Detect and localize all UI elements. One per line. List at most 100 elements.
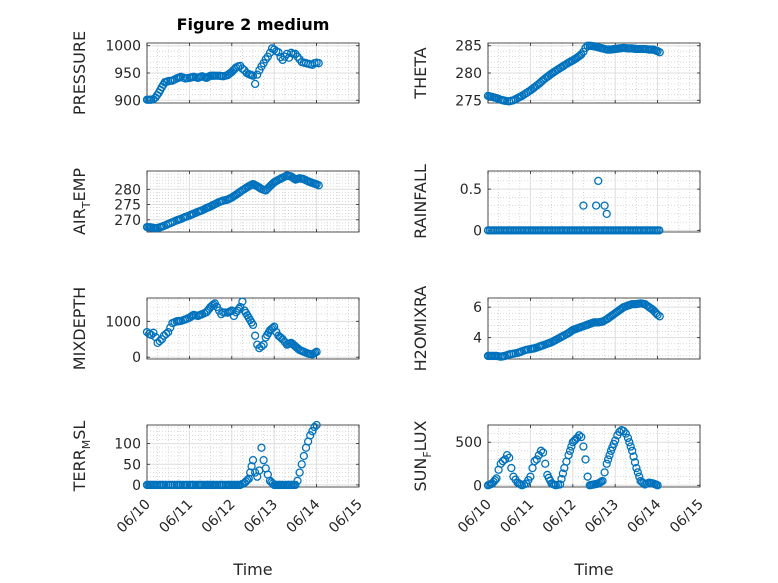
data-point: [270, 322, 279, 331]
data-point: [517, 91, 527, 101]
y-tick-label: 4: [473, 331, 482, 347]
data-point: [147, 330, 156, 340]
data-point: [295, 468, 304, 477]
data-point: [308, 427, 317, 436]
axes-frame: [146, 170, 360, 233]
data-point: [555, 480, 565, 489]
data-point: [500, 455, 510, 464]
data-point: [611, 436, 620, 445]
y-tick-label: 275: [455, 93, 482, 109]
y-axis-label: MIXDEPTH: [70, 287, 89, 370]
y-axis-label: TERRMSL: [70, 421, 93, 493]
data-point: [653, 310, 662, 319]
data-point: [541, 459, 550, 468]
x-tick-label: 06/14: [284, 496, 324, 536]
y-tick-label: 0: [132, 350, 141, 366]
data-point: [306, 431, 315, 440]
data-point: [312, 420, 321, 430]
data-point: [502, 450, 512, 460]
data-point: [293, 476, 302, 485]
subplot-8: 0 500 06/10 06/11 06/12 06/13 06/14 06/15 SUNFLU…: [411, 420, 707, 579]
data-point: [164, 327, 173, 337]
x-tick-label: 06/12: [540, 497, 580, 537]
y-axis-label-subscript: M: [80, 440, 93, 450]
y-axis-label: THETA: [411, 47, 430, 99]
data-point: [250, 79, 260, 89]
x-tick-label: 06/14: [625, 496, 665, 536]
y-axis-label-subscript: F: [421, 451, 434, 457]
data-point: [577, 432, 586, 442]
data-point: [600, 468, 609, 477]
data-point: [565, 446, 575, 455]
x-tick-label: 06/15: [326, 497, 366, 537]
x-tick-label: 06/11: [156, 497, 196, 537]
data-point: [572, 433, 582, 443]
data-point: [297, 460, 306, 469]
y-tick-label: 1000: [105, 314, 141, 330]
y-tick-label: 280: [455, 66, 482, 82]
y-tick-label: 500: [455, 435, 482, 451]
y-axis-label: RAINFALL: [411, 164, 430, 239]
y-axis-label-rest: EMP: [70, 168, 89, 202]
data-point: [623, 433, 633, 443]
data-point: [236, 187, 245, 196]
data-point: [155, 336, 164, 346]
x-tick-label: 06/12: [199, 497, 239, 537]
x-tick-label: 06/10: [114, 497, 154, 537]
data-point: [270, 45, 279, 54]
series-markers: [142, 420, 321, 490]
y-axis-label-main: SUN: [411, 458, 430, 492]
axes-frame: [487, 297, 701, 360]
x-tick-label: 06/13: [241, 497, 281, 537]
x-tick-label: 06/15: [667, 497, 707, 537]
data-point: [551, 66, 560, 75]
data-point: [492, 474, 501, 483]
data-point: [312, 347, 321, 356]
series-markers: [483, 299, 664, 361]
data-point: [602, 209, 611, 219]
data-point: [314, 59, 323, 68]
x-axis-label: Time: [573, 560, 613, 579]
y-axis-label: PRESSURE: [70, 31, 89, 115]
data-point: [530, 457, 539, 466]
y-axis-label: H2OMIXRA: [411, 286, 430, 372]
series-markers: [483, 41, 664, 106]
y-axis-label: SUNFLUX: [411, 420, 434, 491]
x-tick-label: 06/11: [497, 497, 537, 537]
data-point: [259, 455, 268, 465]
data-point: [507, 463, 516, 473]
y-tick-label: 0.5: [460, 182, 482, 198]
y-tick-label: 50: [123, 457, 141, 473]
data-point: [238, 297, 247, 306]
y-tick-label: 1000: [105, 39, 141, 55]
series-markers: [142, 171, 323, 233]
data-point: [655, 226, 664, 235]
data-point: [238, 64, 247, 73]
data-point: [557, 474, 566, 484]
y-axis-label-subscript: T: [80, 201, 93, 209]
data-point: [598, 476, 607, 486]
data-point: [591, 201, 601, 210]
y-tick-label: 280: [114, 182, 141, 198]
y-tick-label: 6: [473, 300, 482, 316]
data-point: [314, 181, 323, 190]
y-tick-label: 275: [114, 198, 141, 214]
y-tick-label: 0: [473, 478, 482, 494]
data-point: [626, 442, 635, 451]
data-point: [496, 459, 505, 468]
data-point: [603, 455, 613, 464]
y-tick-label: 0: [132, 478, 141, 494]
chart-title: Figure 2 medium: [177, 15, 330, 34]
data-point: [505, 453, 514, 462]
data-point: [257, 342, 266, 351]
y-tick-label: 900: [114, 93, 141, 109]
data-point: [630, 458, 640, 467]
data-point: [594, 176, 603, 186]
data-point: [149, 328, 158, 337]
data-point: [299, 451, 309, 461]
data-point: [579, 442, 588, 451]
y-axis-label-main: TERR: [70, 449, 89, 492]
data-point: [291, 480, 300, 490]
data-point: [522, 89, 531, 98]
data-point: [534, 450, 544, 460]
